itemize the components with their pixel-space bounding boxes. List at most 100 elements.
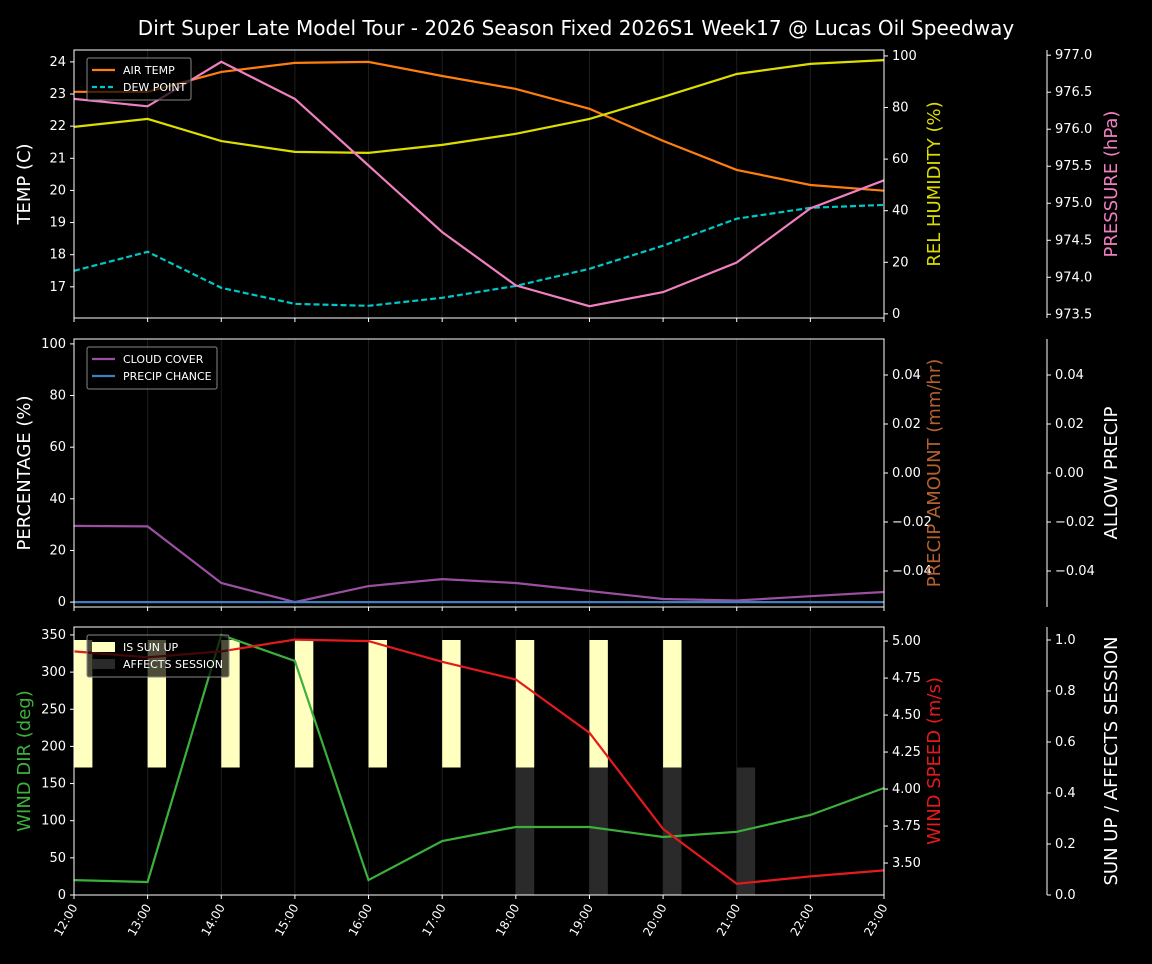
tick-label: 4.50 — [892, 708, 921, 723]
tick-label: 150 — [41, 777, 66, 792]
tick-label: 50 — [49, 851, 66, 866]
bar-is-sun-up — [589, 640, 607, 767]
tick-label: 17 — [49, 280, 66, 295]
x-tick-label: 22:00 — [788, 902, 817, 939]
legend-swatch — [92, 659, 115, 669]
tick-label: 4.75 — [892, 671, 921, 686]
tick-label: 40 — [892, 204, 909, 219]
tick-label: 976.5 — [1055, 85, 1092, 100]
tick-label: 100 — [41, 337, 66, 352]
tick-label: 0.00 — [1055, 466, 1084, 481]
tick-label: 0.4 — [1055, 786, 1076, 801]
series-line-dew-point — [74, 205, 884, 306]
tick-label: 22 — [49, 119, 66, 134]
legend-label: AIR TEMP — [123, 64, 175, 77]
tick-label: 0 — [58, 595, 66, 610]
tick-label: 5.00 — [892, 634, 921, 649]
tick-label: 0.8 — [1055, 684, 1076, 699]
tick-label: 975.5 — [1055, 159, 1092, 174]
bar-is-sun-up — [369, 640, 387, 767]
axis-label-right2: ALLOW PRECIP — [1101, 406, 1122, 539]
tick-label: 80 — [49, 389, 66, 404]
tick-label: 60 — [892, 152, 909, 167]
tick-label: 0 — [58, 888, 66, 903]
tick-label: 974.0 — [1055, 270, 1092, 285]
tick-label: 975.0 — [1055, 196, 1092, 211]
tick-label: 21 — [49, 151, 66, 166]
tick-label: 20 — [49, 183, 66, 198]
chart-title: Dirt Super Late Model Tour - 2026 Season… — [138, 16, 1015, 40]
tick-label: 973.5 — [1055, 307, 1092, 322]
bar-affects-session — [589, 768, 607, 895]
legend-label: CLOUD COVER — [123, 353, 204, 366]
legend-label: AFFECTS SESSION — [123, 658, 223, 671]
x-tick-label: 16:00 — [346, 902, 375, 939]
x-tick-label: 20:00 — [640, 902, 669, 939]
axis-label-left: PERCENTAGE (%) — [14, 395, 35, 550]
tick-label: 60 — [49, 440, 66, 455]
tick-label: 20 — [49, 543, 66, 558]
tick-label: 250 — [41, 702, 66, 717]
axis-label-right1: WIND SPEED (m/s) — [924, 677, 945, 845]
axis-label-right1: REL HUMIDITY (%) — [924, 101, 945, 266]
tick-label: 0.04 — [892, 368, 921, 383]
x-tick-label: 17:00 — [419, 902, 448, 939]
legend-label: IS SUN UP — [123, 641, 179, 654]
tick-label: 200 — [41, 739, 66, 754]
axis-label-right1: PRECIP AMOUNT (mm/hr) — [924, 359, 945, 588]
axis-label-right2: SUN UP / AFFECTS SESSION — [1101, 636, 1122, 885]
tick-label: 3.50 — [892, 856, 921, 871]
x-tick-label: 23:00 — [861, 902, 890, 939]
tick-label: 976.0 — [1055, 122, 1092, 137]
tick-label: 4.00 — [892, 782, 921, 797]
tick-label: 0.02 — [892, 417, 921, 432]
tick-label: 20 — [892, 255, 909, 270]
tick-label: 0.6 — [1055, 735, 1076, 750]
tick-label: 80 — [892, 101, 909, 116]
x-tick-label: 12:00 — [51, 902, 80, 939]
x-tick-label: 15:00 — [272, 902, 301, 939]
x-tick-label: 18:00 — [493, 902, 522, 939]
series-line-right2 — [74, 62, 884, 306]
bar-is-sun-up — [295, 640, 313, 767]
tick-label: 3.75 — [892, 819, 921, 834]
series-line-cloud-cover — [74, 526, 884, 602]
tick-label: 0 — [892, 307, 900, 322]
series-line-air-temp — [74, 62, 884, 191]
tick-label: 0.04 — [1055, 368, 1084, 383]
tick-label: 100 — [892, 49, 917, 64]
plot-frame — [74, 50, 884, 318]
legend-label: DEW POINT — [123, 81, 187, 94]
tick-label: 40 — [49, 492, 66, 507]
tick-label: 24 — [49, 55, 66, 70]
bar-affects-session — [516, 768, 534, 895]
axis-label-right2: PRESSURE (hPa) — [1101, 111, 1122, 258]
tick-label: 18 — [49, 248, 66, 263]
x-tick-label: 19:00 — [567, 902, 596, 939]
bar-is-sun-up — [663, 640, 681, 767]
x-tick-label: 21:00 — [714, 902, 743, 939]
x-tick-label: 14:00 — [198, 902, 227, 939]
bar-is-sun-up — [442, 640, 460, 767]
tick-label: 0.02 — [1055, 417, 1084, 432]
x-tick-label: 13:00 — [125, 902, 154, 939]
legend-swatch — [92, 642, 115, 652]
axis-label-left: TEMP (C) — [14, 143, 35, 225]
tick-label: 1.0 — [1055, 633, 1076, 648]
tick-label: 4.25 — [892, 745, 921, 760]
tick-label: 23 — [49, 87, 66, 102]
tick-label: 0.0 — [1055, 888, 1076, 903]
tick-label: 300 — [41, 665, 66, 680]
tick-label: 100 — [41, 814, 66, 829]
tick-label: 977.0 — [1055, 48, 1092, 63]
axis-label-left: WIND DIR (deg) — [14, 690, 35, 832]
tick-label: 19 — [49, 216, 66, 231]
tick-label: 350 — [41, 628, 66, 643]
tick-label: 974.5 — [1055, 233, 1092, 248]
bar-is-sun-up — [516, 640, 534, 767]
tick-label: −0.04 — [1055, 564, 1095, 579]
tick-label: 0.2 — [1055, 837, 1076, 852]
series-line-right1 — [74, 60, 884, 153]
tick-label: 0.00 — [892, 466, 921, 481]
